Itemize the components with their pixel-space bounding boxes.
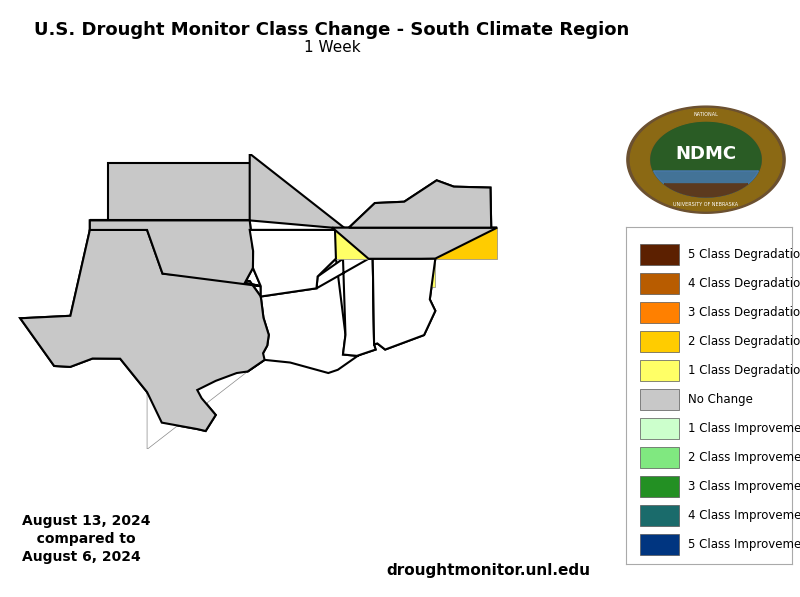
Polygon shape [250, 230, 336, 297]
Polygon shape [405, 259, 435, 287]
Text: 3 Class Degradation: 3 Class Degradation [688, 306, 800, 319]
Polygon shape [332, 227, 497, 259]
Polygon shape [90, 220, 261, 286]
Text: No Change: No Change [688, 393, 753, 406]
Text: NDMC: NDMC [675, 145, 737, 163]
Text: August 13, 2024: August 13, 2024 [22, 515, 151, 528]
Text: compared to: compared to [22, 533, 136, 546]
FancyBboxPatch shape [640, 447, 679, 468]
FancyBboxPatch shape [640, 476, 679, 497]
FancyBboxPatch shape [640, 360, 679, 381]
Polygon shape [147, 371, 248, 450]
Text: UNIVERSITY OF NEBRASKA: UNIVERSITY OF NEBRASKA [674, 202, 738, 207]
Polygon shape [332, 227, 376, 259]
Text: U.S. Drought Monitor Class Change - South Climate Region: U.S. Drought Monitor Class Change - Sout… [34, 21, 630, 39]
Polygon shape [90, 220, 261, 286]
Polygon shape [630, 109, 782, 211]
Polygon shape [664, 184, 748, 197]
Text: droughtmonitor.unl.edu: droughtmonitor.unl.edu [386, 563, 590, 578]
FancyBboxPatch shape [640, 534, 679, 555]
FancyBboxPatch shape [640, 302, 679, 323]
Text: 1 Week: 1 Week [304, 40, 360, 55]
Polygon shape [20, 230, 166, 367]
Polygon shape [349, 180, 491, 227]
Text: 5 Class Degradation: 5 Class Degradation [688, 248, 800, 261]
Text: 5 Class Improvement: 5 Class Improvement [688, 538, 800, 551]
FancyBboxPatch shape [640, 244, 679, 265]
Polygon shape [654, 171, 758, 197]
Text: 1 Class Improvement: 1 Class Improvement [688, 422, 800, 435]
Polygon shape [369, 259, 435, 350]
Polygon shape [20, 230, 269, 431]
Text: NATIONAL: NATIONAL [694, 112, 718, 118]
FancyBboxPatch shape [640, 418, 679, 439]
Polygon shape [250, 153, 347, 230]
Polygon shape [651, 122, 761, 197]
FancyBboxPatch shape [640, 273, 679, 294]
Text: 1 Class Degradation: 1 Class Degradation [688, 364, 800, 377]
Polygon shape [248, 259, 376, 373]
FancyBboxPatch shape [640, 389, 679, 410]
Text: 2 Class Degradation: 2 Class Degradation [688, 335, 800, 348]
Polygon shape [250, 230, 300, 249]
Text: 4 Class Improvement: 4 Class Improvement [688, 509, 800, 522]
Polygon shape [424, 227, 497, 259]
Polygon shape [147, 278, 223, 344]
Polygon shape [369, 259, 435, 350]
Polygon shape [147, 230, 204, 268]
Polygon shape [204, 220, 242, 259]
Polygon shape [250, 230, 336, 297]
Polygon shape [90, 220, 147, 230]
Polygon shape [434, 187, 491, 227]
Polygon shape [90, 163, 250, 220]
Polygon shape [332, 227, 497, 259]
Text: 4 Class Degradation: 4 Class Degradation [688, 277, 800, 290]
Polygon shape [20, 230, 269, 431]
Text: 2 Class Improvement: 2 Class Improvement [688, 451, 800, 464]
FancyBboxPatch shape [640, 331, 679, 352]
Polygon shape [349, 180, 491, 227]
Text: 3 Class Improvement: 3 Class Improvement [688, 480, 800, 493]
Polygon shape [627, 106, 785, 213]
FancyBboxPatch shape [640, 505, 679, 526]
Text: August 6, 2024: August 6, 2024 [22, 550, 141, 564]
Polygon shape [317, 259, 376, 356]
